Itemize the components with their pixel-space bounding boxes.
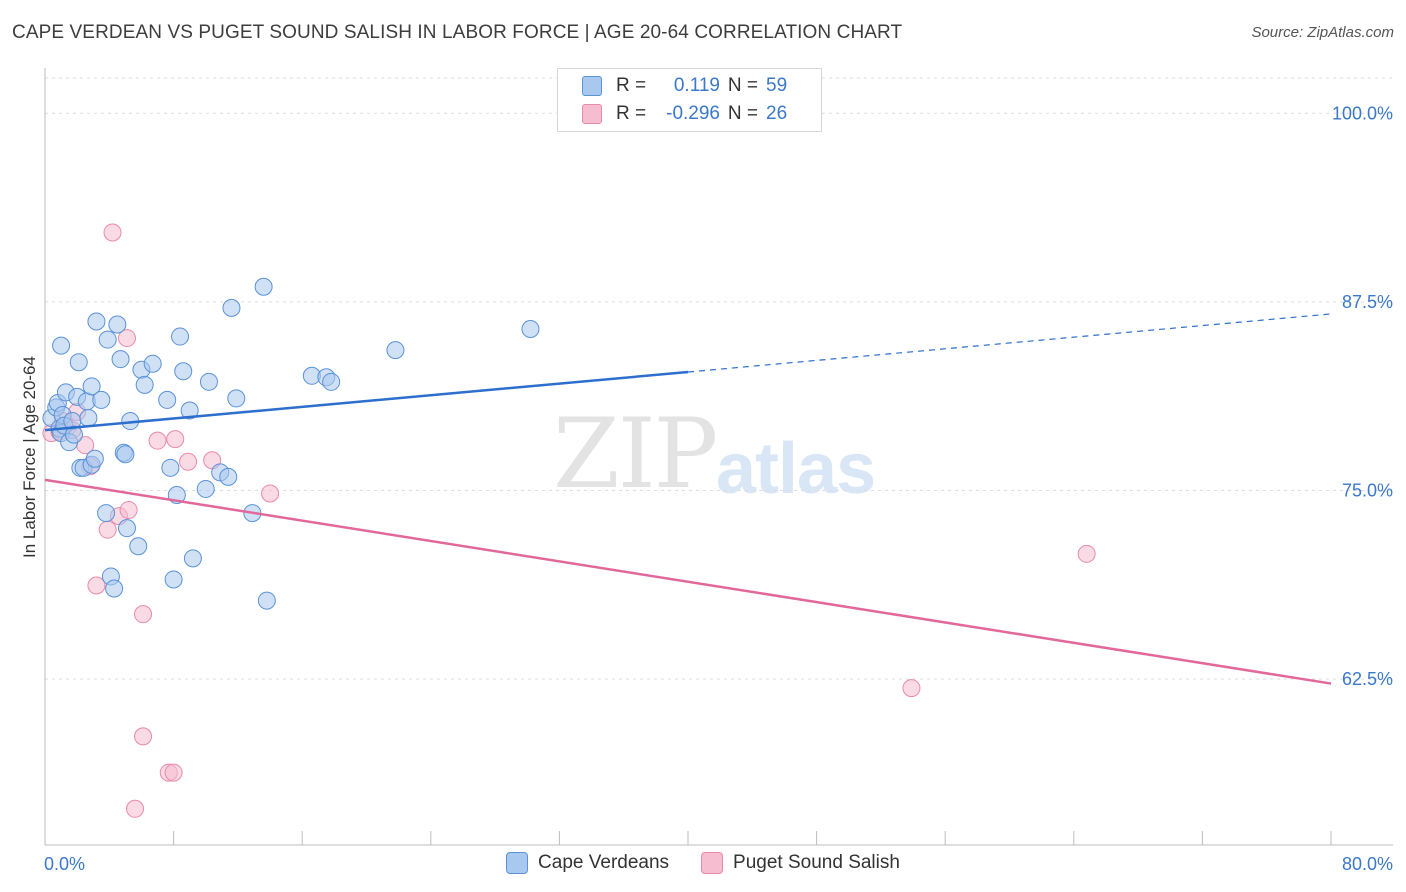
trend-line-cape-verdeans-extension [687, 313, 1332, 373]
data-point-cape-verdeans [64, 425, 83, 444]
legend-swatch-blue [582, 76, 602, 96]
series-legend: Cape Verdeans Puget Sound Salish [0, 852, 1406, 874]
series-legend-puget-sound-salish: Puget Sound Salish [701, 852, 900, 874]
data-point-cape-verdeans [117, 519, 136, 538]
legend-swatch-pink [582, 104, 602, 124]
legend-n-label: N = [727, 75, 758, 96]
data-point-cape-verdeans [158, 390, 177, 409]
data-point-cape-verdeans [196, 479, 215, 498]
data-point-cape-verdeans [171, 327, 190, 346]
legend-r-label: R = [616, 103, 647, 124]
data-point-puget-sound-salish [148, 431, 167, 450]
data-point-cape-verdeans [85, 449, 104, 468]
series-swatch-blue [506, 852, 529, 874]
data-point-puget-sound-salish [902, 679, 921, 698]
data-point-cape-verdeans [180, 401, 199, 420]
data-point-puget-sound-salish [87, 576, 106, 595]
data-point-cape-verdeans [87, 312, 106, 331]
legend-n-label: N = [727, 103, 758, 124]
data-point-cape-verdeans [129, 537, 148, 556]
data-point-puget-sound-salish [179, 452, 198, 471]
correlation-legend: R = 0.119 N = 59 R = -0.296 N = 26 [557, 68, 822, 132]
data-point-cape-verdeans [97, 504, 116, 523]
y-tick-label: 87.5% [1342, 292, 1393, 312]
legend-r-value: -0.296 [666, 103, 720, 124]
y-tick-label: 62.5% [1342, 669, 1393, 689]
data-point-cape-verdeans [199, 372, 218, 391]
data-point-cape-verdeans [79, 409, 98, 428]
legend-r-label: R = [616, 75, 647, 96]
x-tick-label: 80.0% [1342, 854, 1393, 874]
legend-n-value: 59 [766, 75, 788, 96]
data-point-cape-verdeans [227, 389, 246, 408]
watermark-zip: ZIP [553, 398, 718, 510]
data-point-puget-sound-salish [134, 727, 153, 746]
data-point-cape-verdeans [116, 445, 135, 464]
data-point-cape-verdeans [164, 570, 183, 589]
legend-n-value: 26 [766, 103, 788, 124]
data-point-cape-verdeans [92, 390, 111, 409]
data-point-cape-verdeans [105, 579, 124, 598]
data-point-puget-sound-salish [166, 430, 185, 449]
data-point-cape-verdeans [69, 353, 88, 372]
data-point-puget-sound-salish [117, 329, 136, 348]
data-point-cape-verdeans [161, 458, 180, 477]
data-point-cape-verdeans [52, 336, 71, 355]
series-name-puget-sound-salish: Puget Sound Salish [733, 852, 900, 873]
y-tick-label: 100.0% [1332, 103, 1393, 123]
source-label: Source: ZipAtlas.com [1251, 24, 1394, 41]
watermark-atlas: atlas [716, 429, 876, 509]
legend-row-cape-verdeans: R = 0.119 N = 59 [558, 72, 787, 100]
data-point-puget-sound-salish [261, 484, 280, 503]
data-point-cape-verdeans [222, 298, 241, 317]
data-point-cape-verdeans [254, 277, 273, 296]
series-legend-cape-verdeans: Cape Verdeans [506, 852, 669, 874]
data-point-cape-verdeans [174, 362, 193, 381]
data-point-puget-sound-salish [126, 799, 145, 818]
data-point-cape-verdeans [219, 467, 238, 486]
data-point-cape-verdeans [143, 354, 162, 373]
data-point-puget-sound-salish [103, 223, 122, 242]
data-point-cape-verdeans [111, 350, 130, 369]
series-swatch-pink [701, 852, 724, 874]
data-point-puget-sound-salish [164, 763, 183, 782]
data-point-puget-sound-salish [134, 605, 153, 624]
data-point-cape-verdeans [322, 372, 341, 391]
trend-line-puget-sound-salish [44, 478, 1332, 685]
trend-line-cape-verdeans [44, 370, 689, 432]
y-tick-label: 75.0% [1342, 480, 1393, 500]
x-tick-label: 0.0% [44, 854, 85, 874]
series-name-cape-verdeans: Cape Verdeans [538, 852, 670, 873]
data-point-cape-verdeans [257, 591, 276, 610]
chart-title: CAPE VERDEAN VS PUGET SOUND SALISH IN LA… [12, 22, 903, 43]
data-point-puget-sound-salish [119, 501, 138, 520]
data-point-cape-verdeans [108, 315, 127, 334]
data-point-cape-verdeans [521, 320, 540, 339]
legend-row-puget-sound-salish: R = -0.296 N = 26 [558, 100, 787, 128]
data-point-puget-sound-salish [1077, 544, 1096, 563]
legend-r-value: 0.119 [673, 75, 720, 96]
data-point-cape-verdeans [98, 330, 117, 349]
y-axis-label: In Labor Force | Age 20-64 [20, 356, 39, 558]
data-point-cape-verdeans [386, 341, 405, 360]
data-point-cape-verdeans [135, 375, 154, 394]
data-point-cape-verdeans [82, 377, 101, 396]
data-point-cape-verdeans [183, 549, 202, 568]
data-point-puget-sound-salish [98, 520, 117, 539]
